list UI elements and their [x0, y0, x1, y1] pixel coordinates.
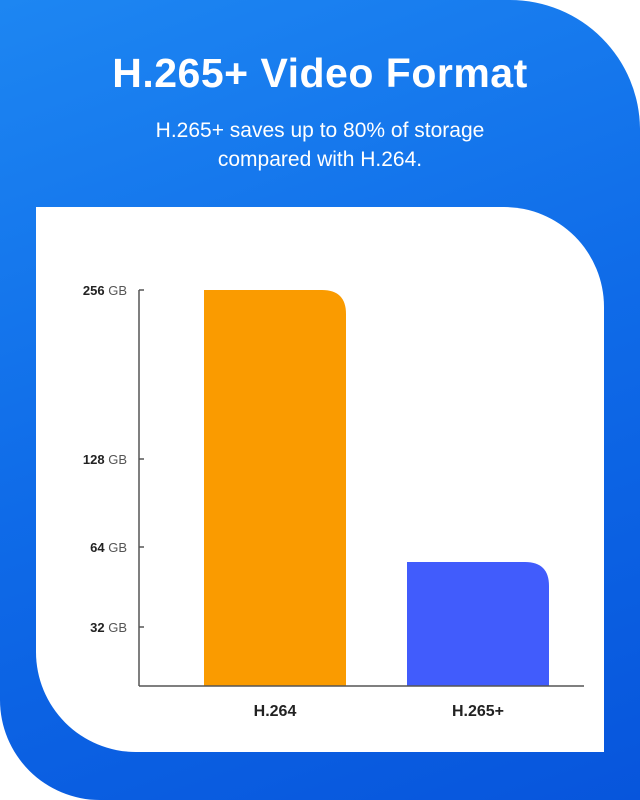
x-category-label: H.264: [254, 703, 297, 720]
y-tick-label: 32 GB: [90, 620, 127, 635]
y-tick-unit: GB: [105, 452, 127, 467]
y-tick-number: 32: [90, 620, 104, 635]
bar-h265: [407, 562, 549, 686]
y-tick-number: 64: [90, 540, 105, 555]
y-tick-label: 64 GB: [90, 540, 127, 555]
x-category-label: H.265+: [452, 703, 504, 720]
page-title: H.265+ Video Format: [112, 50, 528, 96]
y-tick-number: 256: [83, 283, 105, 298]
bar-h264: [204, 290, 346, 686]
y-tick-label: 256 GB: [83, 283, 127, 298]
y-tick-label: 128 GB: [83, 452, 127, 467]
page-subtitle: H.265+ saves up to 80% of storage compar…: [155, 119, 485, 171]
y-tick-unit: GB: [105, 620, 127, 635]
y-tick-unit: GB: [105, 283, 127, 298]
y-tick-unit: GB: [105, 540, 127, 555]
y-tick-number: 128: [83, 452, 105, 467]
